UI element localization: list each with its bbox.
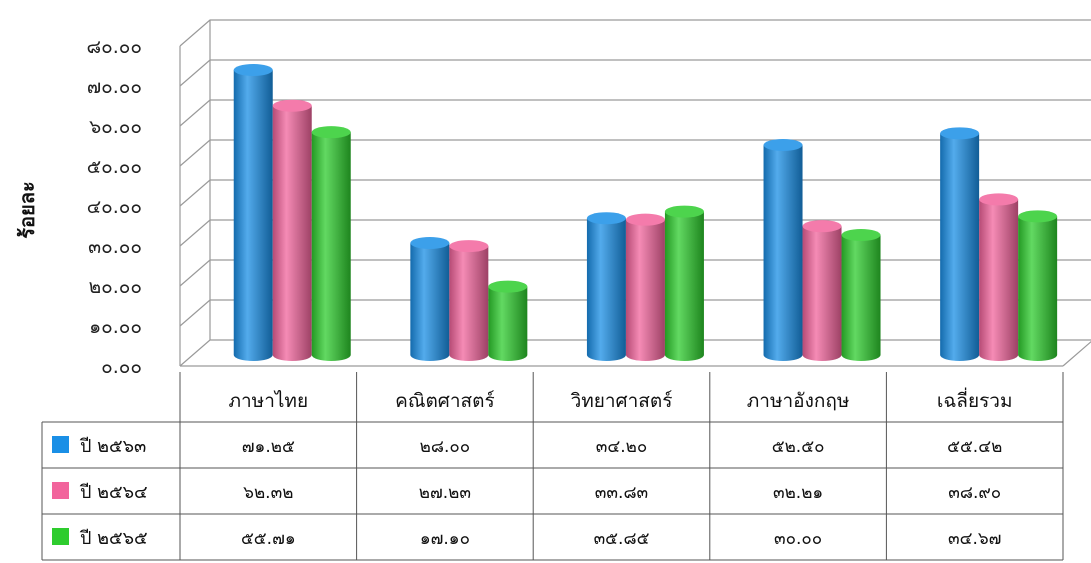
grid-line (179, 99, 1091, 127)
y-tick-label: ๓๐.๐๐ (88, 236, 142, 258)
y-tick-label: ๔๐.๐๐ (87, 196, 142, 218)
bar (664, 205, 704, 361)
bar (940, 127, 980, 361)
bar (841, 229, 881, 361)
data-label: ๓๐.๐๐ (774, 529, 822, 549)
y-axis-ticks: ๐.๐๐ ๑๐.๐๐ ๒๐.๐๐ ๓๐.๐๐ ๔๐.๐๐ ๕๐.๐๐ ๖๐.๐๐ ๗๐.๐๐ ๘… (87, 36, 143, 378)
data-label: ๓๕.๘๕ (594, 529, 650, 549)
y-tick-label: ๕๐.๐๐ (87, 156, 142, 178)
bar (410, 237, 450, 361)
bars (233, 64, 1058, 361)
y-tick-label: ๘๐.๐๐ (87, 36, 143, 58)
category-label: เฉลี่ยรวม (937, 387, 1013, 412)
data-label: ๓๘.๙๐ (948, 483, 1001, 503)
bar (311, 126, 351, 361)
data-label: ๕๕.๗๑ (241, 529, 296, 549)
data-label: ๑๗.๑๐ (420, 529, 470, 549)
data-label: ๕๒.๕๐ (772, 437, 825, 457)
data-label: ๒๗.๒๓ (419, 483, 471, 503)
bar (1018, 210, 1058, 361)
bar (802, 220, 842, 361)
data-label: ๓๓.๘๓ (595, 483, 648, 503)
y-tick-label: ๖๐.๐๐ (89, 116, 142, 138)
data-label: ๗๑.๒๕ (242, 437, 295, 457)
legend-swatch (52, 528, 69, 545)
series-name: ปี ๒๕๖๕ (80, 528, 148, 549)
series-name: ปี ๒๕๖๓ (80, 436, 147, 457)
category-label: ภาษาอังกฤษ (747, 390, 850, 412)
y-tick-label: ๑๐.๐๐ (89, 316, 142, 338)
bar (586, 212, 626, 361)
bar (979, 193, 1019, 361)
y-tick-label: ๐.๐๐ (101, 356, 142, 378)
bar (272, 99, 312, 361)
data-table: ภาษาไทย คณิตศาสตร์ วิทยาศาสตร์ ภาษาอังกฤษ เฉ… (41, 372, 1064, 561)
data-label: ๓๒.๒๑ (773, 483, 823, 503)
bar (233, 64, 273, 361)
grid-lines (179, 19, 1091, 367)
y-tick-label: ๒๐.๐๐ (89, 276, 142, 298)
data-label: ๓๔.๒๐ (596, 437, 647, 457)
bar (763, 139, 803, 361)
series-name: ปี ๒๕๖๔ (80, 482, 148, 503)
category-label: คณิตศาสตร์ (395, 390, 495, 412)
data-label: ๒๘.๐๐ (420, 437, 470, 457)
category-label: วิทยาศาสตร์ (570, 390, 672, 412)
legend-swatch (52, 482, 69, 499)
data-label: ๕๕.๔๒ (947, 437, 1002, 457)
grid-line (179, 59, 1091, 87)
data-label: ๓๔.๖๗ (948, 529, 1001, 549)
bar (488, 280, 528, 361)
category-label: ภาษาไทย (228, 390, 308, 412)
data-label: ๖๒.๓๒ (243, 483, 293, 503)
y-axis-label: ร้อยละ (15, 181, 39, 238)
legend-swatch (52, 436, 69, 453)
bar (625, 213, 665, 361)
grid-line (179, 19, 1091, 47)
y-tick-label: ๗๐.๐๐ (87, 76, 142, 98)
bar (449, 240, 489, 361)
